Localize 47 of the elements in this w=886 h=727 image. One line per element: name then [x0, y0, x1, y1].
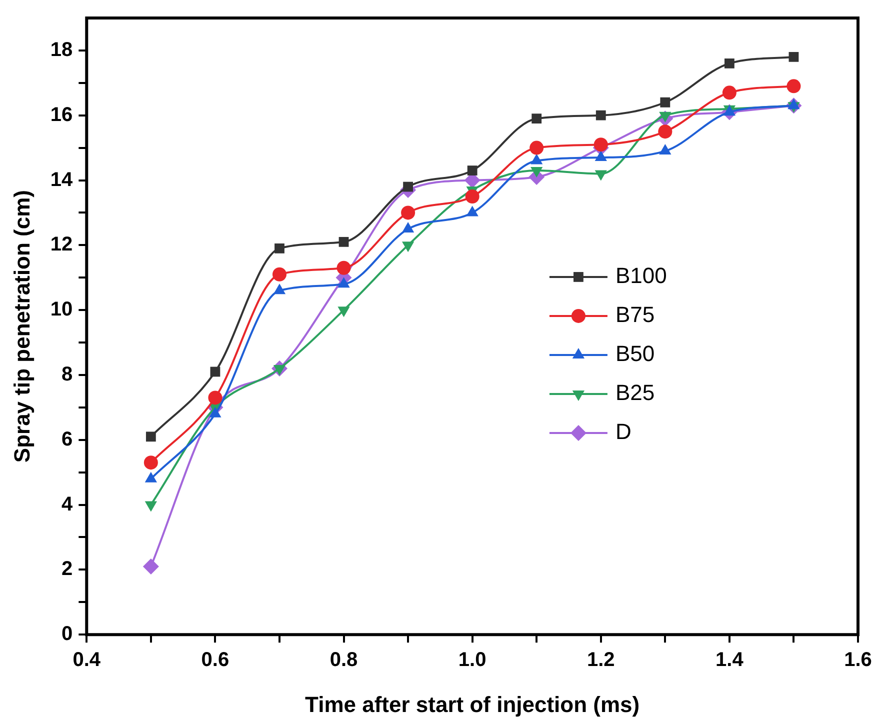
point: [210, 366, 220, 377]
point: [660, 97, 670, 108]
y-tick-label: 12: [50, 234, 73, 256]
legend-label: B75: [615, 302, 655, 328]
point: [144, 456, 158, 470]
y-tick-label: 2: [62, 558, 73, 580]
x-tick-label: 1.6: [844, 649, 872, 672]
point: [786, 79, 801, 94]
x-tick-label: 1.2: [586, 649, 615, 672]
point: [596, 110, 606, 120]
point: [722, 86, 736, 100]
x-tick-label: 1.4: [716, 649, 744, 672]
y-tick-label: 0: [62, 623, 73, 646]
x-tick-label: 0.6: [201, 649, 230, 672]
point: [530, 140, 544, 155]
x-tick-label: 0.8: [330, 649, 358, 672]
point: [142, 558, 159, 574]
legend-label: B100: [615, 263, 667, 288]
point: [208, 390, 222, 405]
y-tick-label: 10: [50, 298, 73, 321]
point: [338, 236, 349, 247]
y-tick-label: 18: [50, 38, 73, 61]
point: [788, 52, 799, 62]
point: [467, 166, 478, 176]
legend-label: B50: [615, 341, 655, 366]
point: [403, 182, 413, 192]
y-tick-label: 16: [50, 104, 73, 126]
x-tick-label: 0.4: [72, 649, 102, 672]
y-axis-title: Spray tip penetration (cm): [9, 190, 34, 463]
point: [658, 124, 672, 139]
x-axis-title: Time after start of injection (ms): [305, 692, 640, 717]
point: [724, 58, 734, 68]
point: [465, 189, 480, 204]
legend-label: D: [615, 419, 632, 444]
y-tick-label: 6: [62, 428, 73, 450]
y-tick-label: 8: [62, 363, 73, 386]
point: [336, 260, 351, 275]
point: [532, 114, 542, 124]
legend-label: B25: [615, 380, 655, 406]
point: [594, 138, 608, 152]
y-tick-label: 14: [50, 168, 74, 191]
x-tick-label: 1.0: [458, 649, 486, 672]
point: [274, 243, 284, 254]
y-tick-label: 4: [62, 493, 74, 516]
point: [401, 206, 416, 220]
point: [272, 267, 286, 282]
point: [146, 432, 156, 442]
